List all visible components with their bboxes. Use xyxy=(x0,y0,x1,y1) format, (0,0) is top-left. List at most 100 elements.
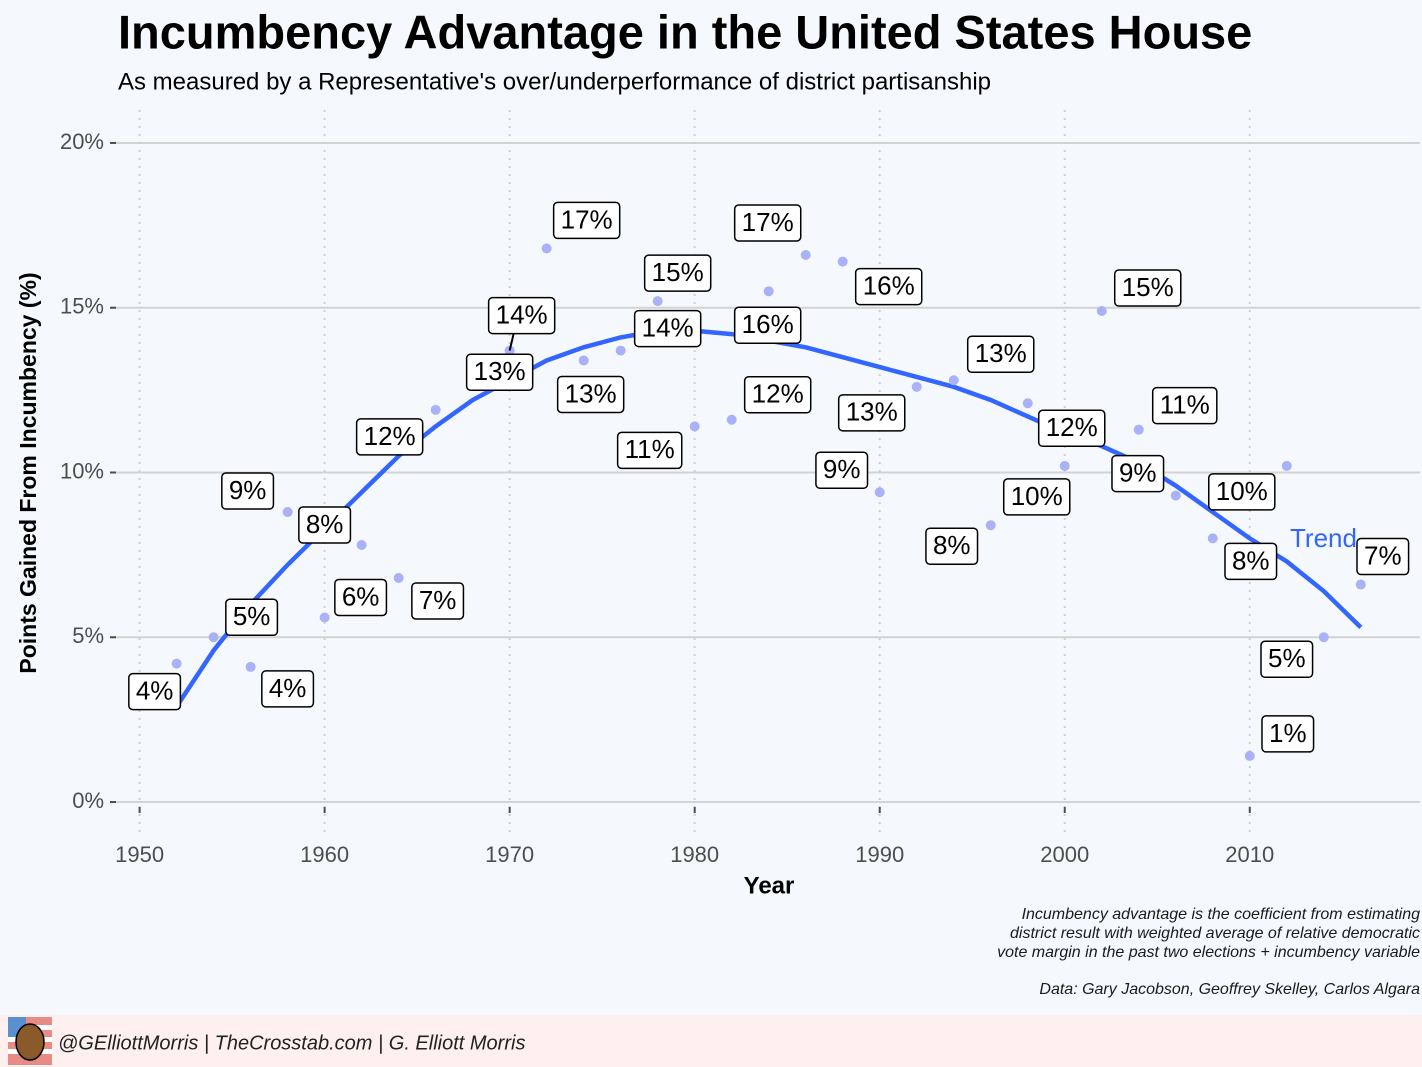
label-box xyxy=(128,672,182,711)
data-label-box: 12% xyxy=(743,376,812,414)
data-label: 7% xyxy=(419,585,457,615)
data-point xyxy=(1059,460,1070,471)
data-label-box: 9% xyxy=(1111,454,1165,493)
data-label-box: 15% xyxy=(643,254,712,292)
data-point xyxy=(652,296,663,307)
data-point xyxy=(1355,579,1366,590)
data-label-box: 13% xyxy=(966,335,1035,373)
trend-label: Trend xyxy=(1290,523,1357,553)
label-box xyxy=(616,431,683,470)
data-label: 12% xyxy=(1046,412,1098,442)
data-point xyxy=(726,414,737,425)
data-point xyxy=(578,355,589,366)
data-label-box: 11% xyxy=(1151,386,1218,425)
data-point xyxy=(282,507,293,518)
label-box xyxy=(925,527,979,565)
data-label: 8% xyxy=(306,509,344,539)
data-point xyxy=(1207,533,1218,544)
label-box xyxy=(261,670,315,708)
label-box xyxy=(733,204,802,242)
label-box xyxy=(854,267,923,306)
data-label: 16% xyxy=(863,270,915,300)
y-tick-label: 0% xyxy=(72,788,104,813)
label-box xyxy=(1208,473,1276,511)
data-label: 11% xyxy=(1160,390,1210,420)
data-point xyxy=(948,375,959,386)
data-label: 6% xyxy=(342,581,380,611)
y-tick-label: 20% xyxy=(60,129,104,154)
data-label: 10% xyxy=(1011,481,1063,511)
data-label: 17% xyxy=(561,204,613,234)
data-label: 4% xyxy=(136,676,174,706)
data-label: 8% xyxy=(1232,545,1270,575)
data-label: 9% xyxy=(229,475,267,505)
data-label: 8% xyxy=(933,530,971,560)
data-label-box: 13% xyxy=(556,375,625,414)
label-box xyxy=(1260,640,1314,679)
data-label: 7% xyxy=(1364,540,1402,570)
data-label: 5% xyxy=(1268,643,1306,673)
data-point xyxy=(985,520,996,531)
x-axis-title: Year xyxy=(744,872,795,899)
chart-title: Incumbency Advantage in the United State… xyxy=(118,5,1252,58)
label-box xyxy=(334,578,388,617)
data-label-box: 13% xyxy=(837,394,906,432)
x-tick-label: 1980 xyxy=(670,842,719,867)
label-box xyxy=(221,472,275,510)
y-axis-title: Points Gained From Incumbency (%) xyxy=(15,272,41,673)
data-label-box: 17% xyxy=(733,204,802,242)
data-label: 16% xyxy=(742,309,794,339)
data-point xyxy=(615,345,626,356)
data-label-box: 8% xyxy=(298,506,352,544)
label-box xyxy=(355,418,424,456)
label-box xyxy=(225,598,279,637)
data-point xyxy=(1318,632,1329,643)
data-point xyxy=(689,421,700,432)
data-label-box: 16% xyxy=(733,306,802,344)
label-box xyxy=(633,309,702,348)
label-box xyxy=(1111,454,1165,493)
chart-subtitle: As measured by a Representative's over/u… xyxy=(118,68,991,95)
data-point xyxy=(208,632,219,643)
data-label-box: 5% xyxy=(1260,640,1314,679)
data-point xyxy=(1133,424,1144,435)
footnote: vote margin in the past two elections + … xyxy=(997,944,1420,961)
label-box xyxy=(1151,386,1218,425)
data-label-box: 14% xyxy=(633,309,702,348)
data-point xyxy=(1022,398,1033,409)
data-label-box: 8% xyxy=(1224,542,1278,581)
data-label-box: 13% xyxy=(465,353,534,391)
data-label-box: 10% xyxy=(1002,478,1071,516)
data-label: 9% xyxy=(1119,457,1157,487)
label-box xyxy=(556,375,625,414)
data-point xyxy=(430,404,441,415)
label-box xyxy=(743,376,812,414)
data-label-box: 9% xyxy=(221,472,275,510)
data-label: 1% xyxy=(1269,718,1307,748)
source-note: Data: Gary Jacobson, Geoffrey Skelley, C… xyxy=(1039,981,1420,998)
data-label-box: 12% xyxy=(355,418,424,456)
data-point xyxy=(171,658,182,669)
data-point xyxy=(837,256,848,267)
label-box xyxy=(1002,478,1071,516)
data-label-box: 15% xyxy=(1113,269,1182,307)
data-label: 9% xyxy=(823,454,861,484)
label-box xyxy=(966,335,1035,373)
data-point xyxy=(1244,750,1255,761)
label-box xyxy=(837,394,906,432)
label-box xyxy=(1224,542,1278,581)
data-point xyxy=(356,540,367,550)
data-label-box: 14% xyxy=(487,296,556,335)
data-label: 5% xyxy=(233,601,271,631)
data-label-box: 4% xyxy=(128,672,182,711)
data-point xyxy=(763,286,774,297)
data-label-box: 9% xyxy=(815,451,869,490)
data-label-box: 7% xyxy=(1356,537,1410,576)
data-point xyxy=(911,381,922,392)
data-label: 15% xyxy=(1122,272,1174,302)
footnote: Incumbency advantage is the coefficient … xyxy=(1022,906,1421,923)
data-label: 13% xyxy=(975,338,1027,368)
data-label-box: 6% xyxy=(334,578,388,617)
label-box xyxy=(643,254,712,292)
